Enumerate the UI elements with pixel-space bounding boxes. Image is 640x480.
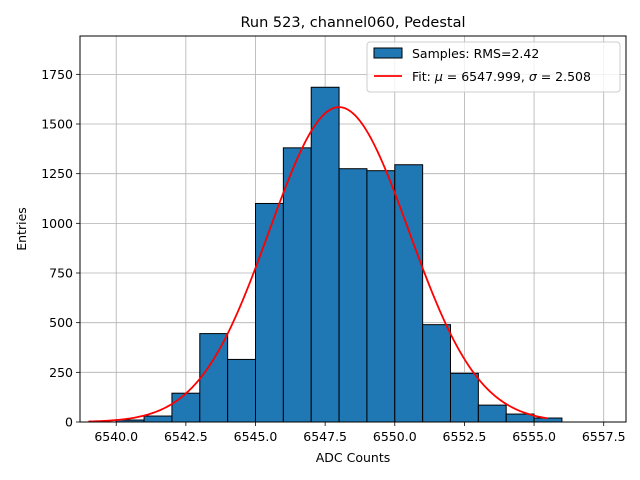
y-tick-label: 1750 — [41, 67, 73, 82]
y-tick-label: 1250 — [41, 166, 73, 181]
x-tick-label: 6547.5 — [303, 429, 347, 444]
plot-frame — [79, 35, 627, 423]
histogram-bar — [255, 202, 284, 423]
y-axis-ticks: 0 250 500 750 1000 1250 1500 1750 — [41, 67, 80, 430]
x-axis-ticks: 6540.0 6542.5 6545.0 6547.5 6550.0 6552.5 6555… — [94, 422, 626, 444]
x-tick-label: 6545.0 — [234, 429, 278, 444]
histogram-bar — [477, 404, 507, 423]
legend-fit-prefix: Fit: — [412, 69, 435, 84]
x-tick-label: 6542.5 — [164, 429, 208, 444]
legend-label-samples: Samples: RMS=2.42 — [412, 46, 539, 61]
x-axis-label: ADC Counts — [316, 450, 391, 465]
x-tick-label: 6550.0 — [373, 429, 417, 444]
x-tick-label: 6552.5 — [443, 429, 487, 444]
fit-curve-layer — [88, 106, 549, 423]
histogram-bar — [310, 86, 340, 423]
legend-fit-sigma-symbol: σ — [529, 69, 538, 84]
x-tick-label: 6557.5 — [582, 429, 626, 444]
histogram-bar — [143, 415, 173, 423]
legend-fit-mu-symbol: μ — [434, 69, 443, 84]
histogram-bar — [450, 372, 479, 423]
gaussian-fit-curve — [88, 106, 549, 423]
histogram-bar — [422, 324, 451, 423]
histogram-bar — [227, 358, 256, 423]
chart-title: Run 523, channel060, Pedestal — [240, 15, 465, 31]
legend-swatch-samples — [373, 47, 403, 59]
y-tick-label: 1000 — [41, 216, 73, 231]
y-tick-label: 1500 — [41, 117, 73, 132]
x-tick-label: 6540.0 — [94, 429, 138, 444]
histogram-bar — [533, 417, 563, 423]
y-tick-label: 750 — [49, 266, 73, 281]
histogram-bar — [282, 147, 312, 423]
legend-fit-mid: = 6547.999, — [443, 69, 529, 84]
histogram-bar — [199, 333, 229, 423]
y-tick-label: 250 — [49, 365, 73, 380]
y-tick-label: 0 — [65, 415, 73, 430]
legend: Samples: RMS=2.42 Fit: μ = 6547.999, σ =… — [366, 41, 621, 93]
legend-fit-end: = 2.508 — [537, 69, 591, 84]
legend-frame — [366, 41, 621, 93]
histogram-bar — [171, 392, 201, 423]
legend-label-fit: Fit: μ = 6547.999, σ = 2.508 — [412, 69, 591, 84]
y-tick-label: 500 — [49, 315, 73, 330]
x-tick-label: 6555.0 — [512, 429, 556, 444]
histogram-bar — [366, 170, 396, 423]
y-axis-label: Entries — [14, 207, 29, 251]
histogram-bar — [338, 168, 368, 423]
